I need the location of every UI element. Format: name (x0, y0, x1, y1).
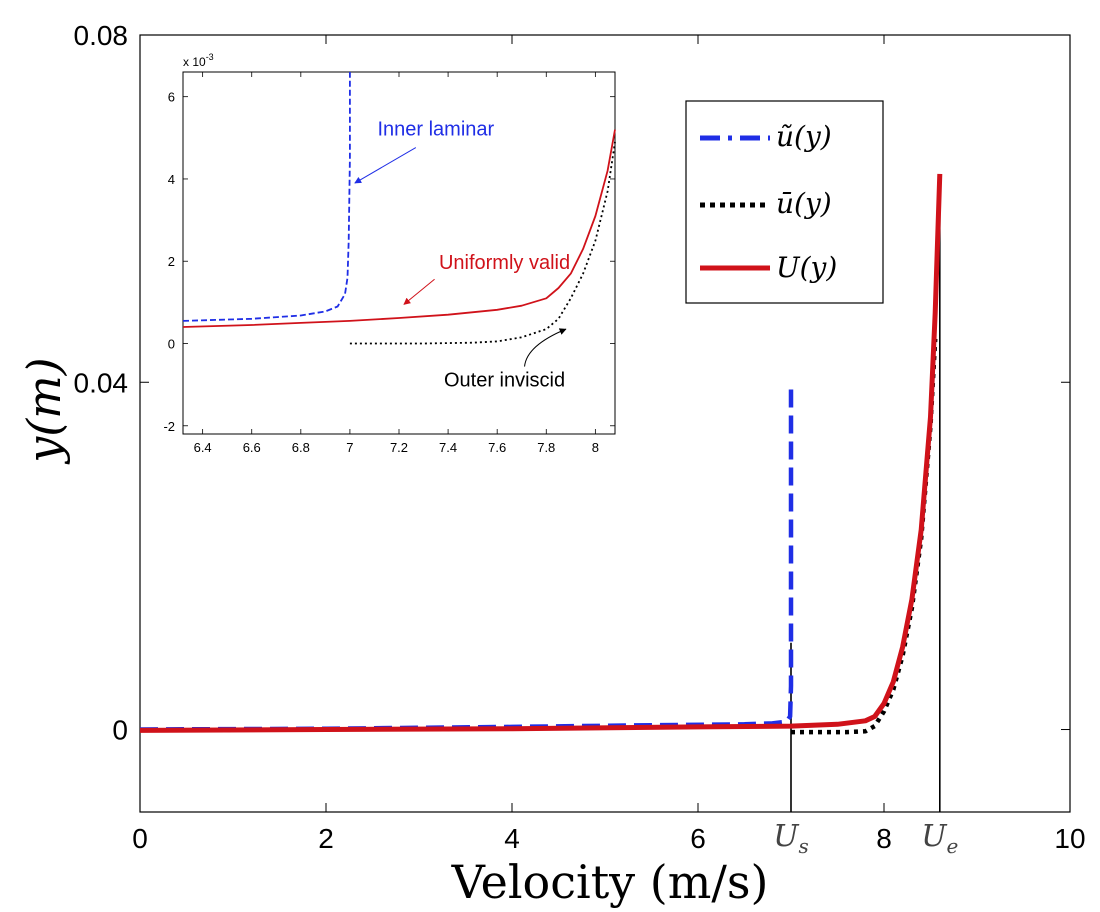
x-tick-label: 2 (318, 823, 334, 854)
y-axis-label: y(m) (17, 357, 71, 465)
inset-series (182, 72, 616, 345)
annotation-arrow-outer-inviscid (524, 328, 567, 367)
main-ticks: 0 2 4 6 8 10 Us Ue 0 0.04 0.08 (74, 20, 1086, 858)
annotation-outer-inviscid: Outer inviscid (444, 370, 565, 392)
inset-x-tick-label: 6.6 (243, 440, 261, 455)
x-special-tick-label: Us (773, 819, 809, 858)
inset-x-tick-label: 6.8 (292, 440, 310, 455)
inset-y-tick-label: -2 (163, 419, 175, 434)
inset-y-tick-label: 4 (168, 172, 175, 187)
inset-series-line-0 (182, 72, 351, 322)
annotation-arrow-inner-laminar (354, 147, 417, 184)
inset-x-tick-label: 7 (346, 440, 353, 455)
x-special-tick-label: Ue (921, 819, 958, 858)
inset-plot: 6.4 6.6 6.8 7 7.2 7.4 7.6 7.8 8 -2 0 2 4 6 Inner lami… (163, 52, 616, 455)
inset-series-line-2 (182, 129, 616, 328)
annotation-uniformly-valid: Uniformly valid (439, 252, 570, 274)
inset-scale-exponent: -3 (206, 52, 214, 62)
y-tick-label: 0.08 (74, 20, 129, 51)
inset-x-tick-label: 8 (592, 440, 599, 455)
annotation-arrow-uniformly-valid (403, 278, 435, 305)
inset-scale-base: x 10 (183, 55, 206, 69)
x-tick-label: 6 (690, 823, 706, 854)
x-tick-label: 10 (1054, 823, 1085, 854)
inset-series-line-1 (349, 141, 616, 345)
x-tick-label: 4 (504, 823, 520, 854)
legend-label-u-bar: ū(y) (776, 187, 832, 220)
inset-frame (182, 71, 616, 435)
main-series (139, 173, 943, 735)
inset-x-tick-label: 7.2 (390, 440, 408, 455)
legend: ũ(y) ū(y) U(y) (685, 100, 884, 304)
inset-y-tick-label: 0 (168, 337, 175, 352)
inset-y-tick-label: 2 (168, 254, 175, 269)
series-line-2 (139, 173, 943, 733)
inset-y-tick-label: 6 (168, 90, 175, 105)
inset-x-tick-label: 7.6 (488, 440, 506, 455)
inset-scale-label: x 10-3 (183, 52, 214, 69)
legend-label-u-tilde: ũ(y) (776, 120, 832, 153)
inset-annotations: Inner laminar Uniformly valid Outer invisc… (354, 119, 570, 392)
x-tick-label: 0 (132, 823, 148, 854)
legend-label-U: U(y) (776, 251, 837, 284)
x-tick-label: 8 (876, 823, 892, 854)
annotation-inner-laminar: Inner laminar (377, 119, 494, 141)
inset-x-tick-label: 7.4 (439, 440, 457, 455)
x-axis-label: Velocity (m/s) (451, 855, 769, 909)
inset-x-tick-label: 7.8 (537, 440, 555, 455)
inset-ticks: 6.4 6.6 6.8 7 7.2 7.4 7.6 7.8 8 -2 0 2 4 6 (163, 72, 615, 455)
y-tick-label: 0.04 (74, 367, 129, 398)
inset-x-tick-label: 6.4 (194, 440, 212, 455)
y-tick-label: 0 (112, 715, 128, 746)
